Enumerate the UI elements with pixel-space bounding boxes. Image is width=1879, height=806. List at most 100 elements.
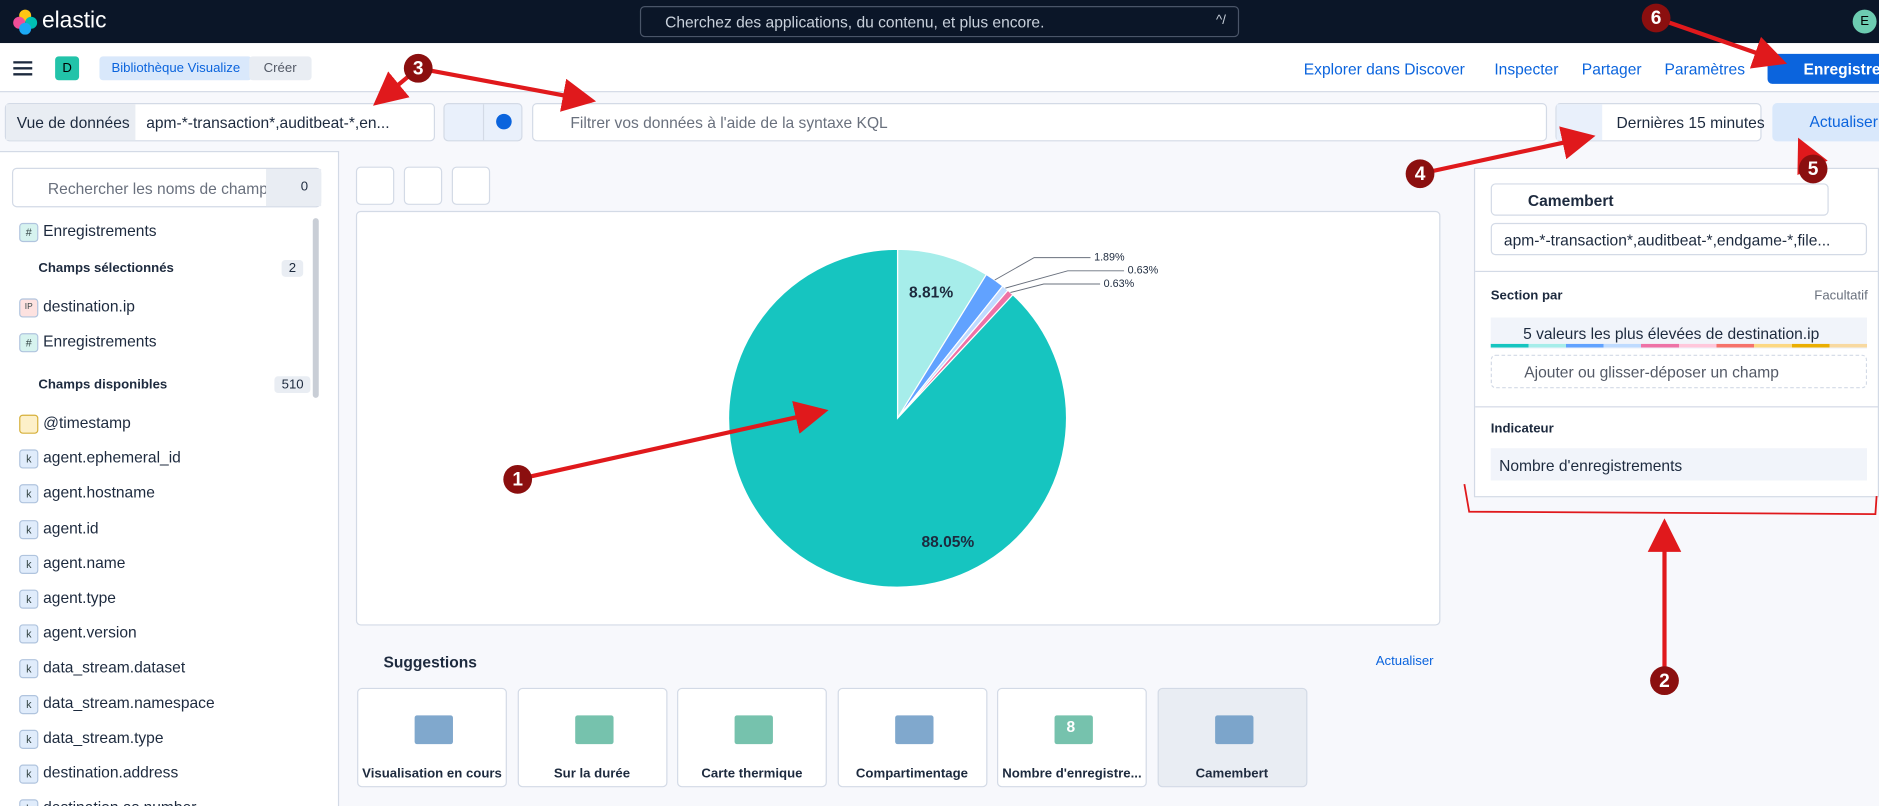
count: 2 (281, 260, 304, 277)
label: Section par (1490, 288, 1563, 304)
action-link[interactable]: Explorer dans Discover (1303, 59, 1465, 78)
kql-input[interactable]: Filtrer vos données à l'aide de la synta… (532, 103, 1548, 142)
field-name[interactable]: destination.as.number (43, 798, 196, 806)
field-search-placeholder: Rechercher les noms de champ (47, 179, 268, 198)
tool-button[interactable] (451, 166, 491, 205)
field-icon: k (19, 624, 39, 644)
suggestion-card[interactable]: Visualisation en cours (357, 687, 507, 788)
field-name[interactable]: agent.version (43, 623, 137, 642)
field-name[interactable]: data_stream.type (43, 728, 164, 747)
suggestion-icon (894, 715, 933, 745)
suggestion-icon (1214, 715, 1253, 745)
field-name[interactable]: data_stream.namespace (43, 693, 215, 712)
pie-slice (728, 248, 1068, 588)
logo (13, 9, 38, 35)
suggestion-card[interactable]: Carte thermique (677, 687, 827, 788)
suggestions-refresh[interactable]: Actualiser (1375, 654, 1434, 669)
suggestion-label: Compartimentage (855, 766, 968, 782)
section-title[interactable]: Champs disponibles (38, 377, 168, 392)
search-placeholder: Cherchez des applications, du contenu, e… (665, 13, 1045, 32)
optional: Facultatif (1814, 288, 1868, 304)
tool-button[interactable] (403, 166, 443, 205)
field-search[interactable]: Rechercher les noms de champ 0 (11, 167, 322, 208)
layer-data-view-text: apm-*-transaction*,auditbeat-*,endgame-*… (1503, 231, 1831, 250)
suggestion-card[interactable]: Sur la durée (517, 687, 667, 788)
suggestions-title[interactable]: Suggestions (383, 653, 477, 672)
suggestion-label: Camembert (1195, 766, 1269, 782)
avatar[interactable]: E (1852, 9, 1877, 34)
header: elastic Cherchez des applications, du co… (0, 0, 1879, 44)
field-name[interactable]: agent.type (43, 588, 116, 607)
time-range: Dernières 15 minutes (1616, 113, 1765, 132)
field-icon: k (19, 729, 39, 749)
suggestion-card[interactable]: Compartimentage (837, 687, 987, 788)
slice-label: 0.63% (1128, 265, 1159, 277)
action-link[interactable]: Paramètres (1664, 59, 1746, 78)
section-title[interactable]: Champs sélectionnés (38, 261, 174, 276)
layer-data-view[interactable]: apm-*-transaction*,auditbeat-*,endgame-*… (1490, 222, 1868, 256)
kql-placeholder: Filtrer vos données à l'aide de la synta… (570, 113, 888, 132)
field-name[interactable]: data_stream.dataset (43, 658, 186, 677)
slice-label: 8.81% (909, 285, 953, 302)
data-view-picker[interactable]: Vue de données apm-*-transaction*,auditb… (4, 103, 435, 142)
add-field[interactable]: Ajouter ou glisser-déposer un champ (1490, 354, 1868, 389)
field-icon: k (19, 764, 39, 784)
leader-line (994, 257, 1091, 281)
annotation-number: 4 (1415, 164, 1426, 185)
chart-type-select[interactable]: Camembert (1490, 183, 1829, 216)
annotation-number: 3 (413, 59, 424, 80)
leader-line (1010, 283, 1101, 293)
space[interactable]: D (55, 56, 80, 81)
slice-label: 0.63% (1104, 278, 1135, 290)
dimension[interactable]: 5 valeurs les plus élevées de destinatio… (1490, 317, 1868, 349)
global-search[interactable]: Cherchez des applications, du contenu, e… (639, 5, 1240, 38)
field-icon: # (19, 222, 39, 243)
breadcrumb[interactable]: Bibliothèque Visualize (99, 56, 253, 81)
field-name[interactable]: agent.ephemeral_id (43, 448, 181, 467)
suggestion-card[interactable]: Camembert (1156, 687, 1307, 788)
field-name[interactable]: Enregistrements (43, 221, 157, 240)
field-name[interactable]: Enregistrements (43, 331, 157, 350)
refresh-button[interactable]: Actualiser (1772, 103, 1879, 142)
pie-slice (896, 248, 988, 421)
annotation-marker (503, 464, 533, 494)
dimension-text: 5 valeurs les plus élevées de destinatio… (1523, 324, 1820, 343)
field-name[interactable]: agent.hostname (43, 483, 155, 502)
annotation-marker (1641, 3, 1671, 33)
filter-buttons[interactable] (443, 103, 523, 142)
annotation-marker (1405, 159, 1435, 189)
filter-count: 0 (300, 179, 309, 195)
menu-button[interactable] (13, 61, 33, 76)
field-name[interactable]: destination.address (43, 763, 179, 782)
suggestion-icon (414, 715, 453, 745)
metric[interactable]: Nombre d'enregistrements (1490, 448, 1868, 481)
suggestion-label: Carte thermique (701, 766, 803, 782)
annotation-number: 2 (1659, 671, 1670, 692)
field-name[interactable]: agent.id (43, 518, 99, 537)
shortcut: ^/ (1216, 13, 1226, 28)
field-name[interactable]: destination.ip (43, 297, 135, 316)
field-icon: k (19, 484, 39, 504)
data-view-label: Vue de données (16, 113, 130, 132)
annotation-number: 5 (1808, 159, 1819, 180)
field-name[interactable]: @timestamp (43, 413, 131, 432)
field-name[interactable]: agent.name (43, 553, 126, 572)
add-field-text: Ajouter ou glisser-déposer un champ (1524, 363, 1779, 382)
field-icon: # (19, 333, 39, 353)
suggestion-card[interactable]: Nombre d'enregistre... 8 (997, 687, 1147, 788)
action-link[interactable]: Partager (1581, 59, 1642, 78)
tool-button[interactable] (355, 166, 395, 205)
breadcrumb: Créer (249, 56, 311, 81)
chart-type: Camembert (1527, 191, 1614, 210)
field-icon: k (19, 449, 39, 469)
slice-label: 88.05% (921, 534, 974, 551)
field-sidebar: Rechercher les noms de champ 0 Champs sé… (0, 150, 340, 806)
field-icon: k (19, 659, 39, 679)
field-icon: IP (19, 298, 39, 318)
suggestion-icon (1054, 715, 1093, 745)
action-link[interactable]: Inspecter (1494, 59, 1559, 78)
field-icon: k (19, 799, 39, 806)
